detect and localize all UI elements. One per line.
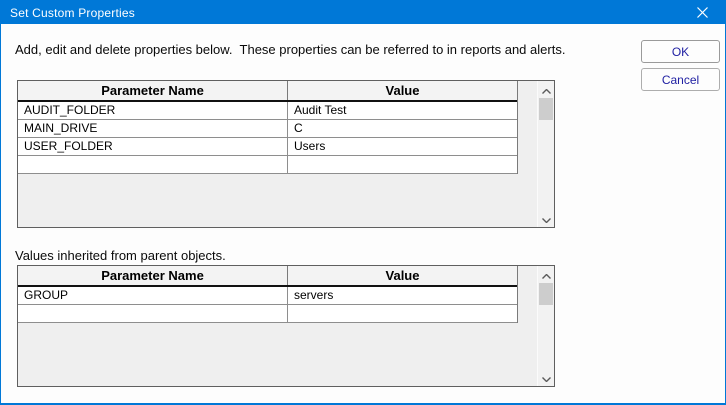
table-cell[interactable] — [288, 156, 517, 173]
table-cell[interactable] — [288, 305, 517, 322]
column-header-parameter-name[interactable]: Parameter Name — [18, 266, 288, 285]
table-row[interactable] — [18, 305, 517, 323]
table-cell[interactable]: servers — [294, 288, 334, 302]
scrollbar-thumb[interactable] — [539, 98, 553, 120]
scrollbar-thumb[interactable] — [539, 283, 553, 305]
column-header-value[interactable]: Value — [385, 83, 420, 98]
table-cell[interactable]: C — [294, 121, 303, 135]
table-cell[interactable] — [18, 156, 288, 173]
chevron-up-icon — [541, 81, 551, 99]
chevron-down-icon — [541, 369, 551, 387]
scroll-down-button[interactable] — [538, 211, 554, 226]
close-button[interactable] — [680, 1, 725, 24]
table-cell[interactable] — [18, 305, 288, 322]
custom-properties-scrollbar[interactable] — [537, 81, 554, 227]
column-header-value[interactable]: Value — [385, 268, 420, 283]
table-cell[interactable]: Users — [294, 139, 326, 153]
ok-button[interactable]: OK — [641, 40, 720, 63]
table-cell[interactable]: Audit Test — [294, 103, 347, 117]
inherited-properties-grid: Parameter Name Value GROUP servers — [18, 266, 518, 323]
title-bar[interactable]: Set Custom Properties — [1, 1, 725, 24]
column-header-parameter-name[interactable]: Parameter Name — [18, 81, 288, 100]
table-cell[interactable]: USER_FOLDER — [18, 138, 288, 155]
table-row[interactable]: GROUP servers — [18, 287, 517, 305]
scroll-up-button[interactable] — [538, 267, 554, 282]
table-cell[interactable]: GROUP — [18, 287, 288, 304]
chevron-up-icon — [541, 266, 551, 284]
inherited-values-label: Values inherited from parent objects. — [15, 248, 226, 263]
custom-properties-grid: Parameter Name Value AUDIT_FOLDER Audit T… — [18, 81, 518, 174]
table-cell[interactable]: AUDIT_FOLDER — [18, 102, 288, 119]
table-cell[interactable]: MAIN_DRIVE — [18, 120, 288, 137]
table-row[interactable] — [18, 156, 517, 174]
chevron-down-icon — [541, 210, 551, 228]
close-icon — [697, 7, 708, 18]
table-header-row: Parameter Name Value — [18, 81, 517, 102]
inherited-properties-scrollbar[interactable] — [537, 266, 554, 386]
table-row[interactable]: MAIN_DRIVE C — [18, 120, 517, 138]
table-row[interactable]: AUDIT_FOLDER Audit Test — [18, 102, 517, 120]
inherited-properties-table[interactable]: Parameter Name Value GROUP servers — [17, 265, 555, 387]
instruction-text: Add, edit and delete properties below. T… — [15, 42, 566, 57]
scroll-down-button[interactable] — [538, 370, 554, 385]
table-header-row: Parameter Name Value — [18, 266, 517, 287]
scroll-up-button[interactable] — [538, 82, 554, 97]
cancel-button[interactable]: Cancel — [641, 68, 720, 91]
table-row[interactable]: USER_FOLDER Users — [18, 138, 517, 156]
custom-properties-table[interactable]: Parameter Name Value AUDIT_FOLDER Audit T… — [17, 80, 555, 228]
window-title: Set Custom Properties — [10, 5, 135, 20]
